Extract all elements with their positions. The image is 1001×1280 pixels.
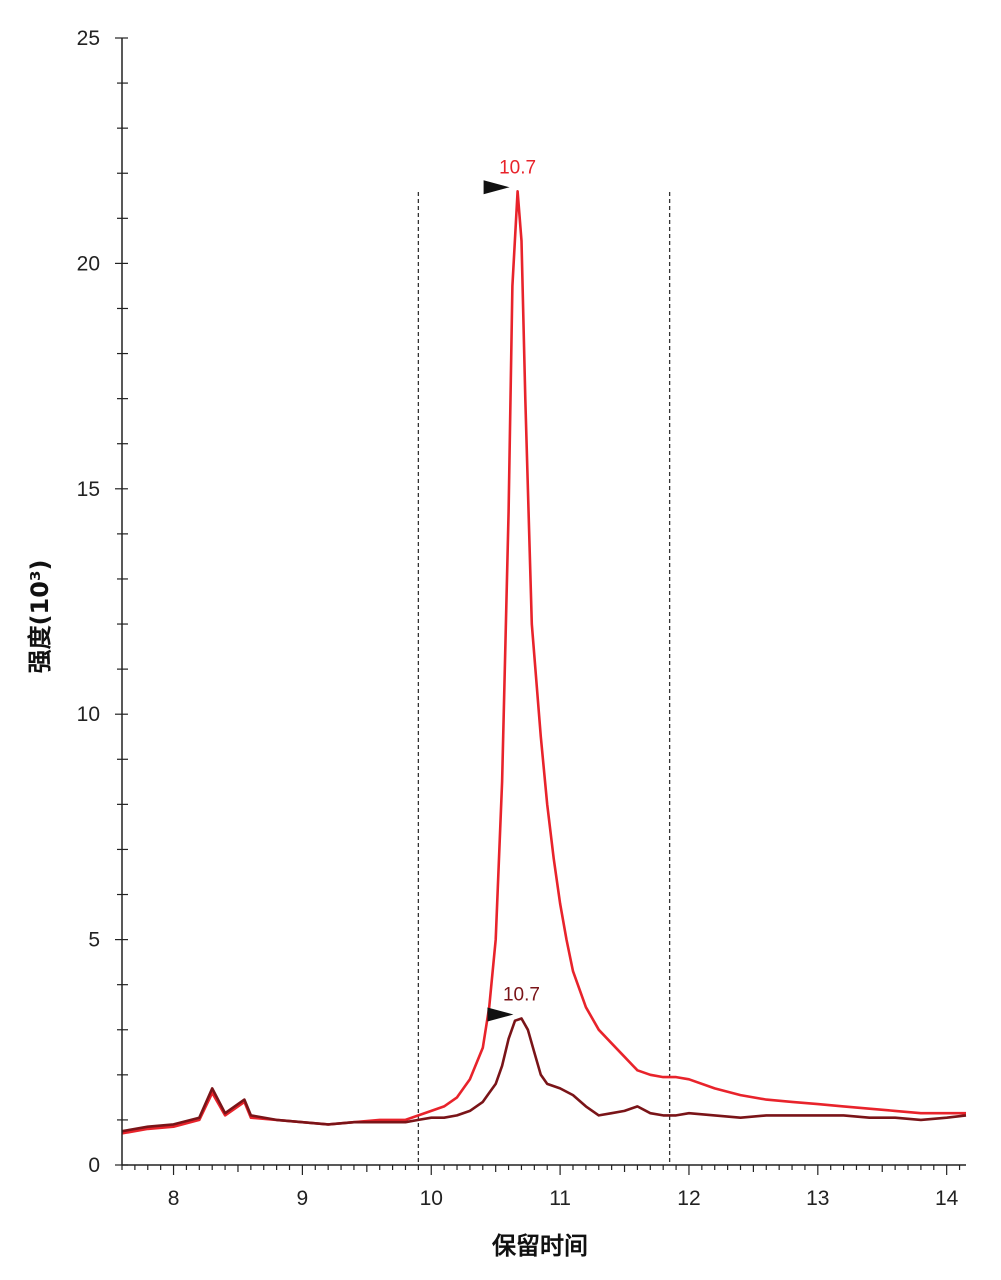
y-tick-label: 20 [77, 252, 100, 275]
peak-annotations: 10.7 10.7 [483, 157, 540, 1022]
peak-marker-2 [487, 1007, 514, 1022]
series-line-1 [121, 190, 966, 1135]
series-layer [121, 190, 967, 1135]
x-tick-label: 11 [549, 1187, 571, 1210]
x-tick-label: 8 [168, 1187, 180, 1210]
y-tick-label: 15 [77, 478, 100, 501]
y-axis-label: 强度(10³) [26, 560, 54, 674]
x-axis-label: 保留时间 [491, 1232, 588, 1260]
peak-marker-1 [483, 180, 510, 195]
peak-label-2: 10.7 [503, 984, 540, 1005]
x-tick-label: 9 [297, 1187, 309, 1210]
x-tick-label: 14 [935, 1187, 959, 1210]
y-tick-label: 5 [88, 929, 100, 952]
x-tick-label: 10 [420, 1187, 443, 1210]
y-tick-label: 10 [77, 703, 100, 726]
series-line-2 [121, 1017, 967, 1133]
axes-layer: 0 5 10 15 20 25 8 9 10 11 12 13 14 [77, 27, 966, 1210]
y-tick-label: 25 [77, 27, 100, 50]
x-tick-label: 12 [677, 1187, 700, 1210]
peak-label-1: 10.7 [499, 157, 536, 178]
integration-window-lines [417, 192, 671, 1165]
y-tick-label: 0 [88, 1154, 100, 1177]
x-tick-label: 13 [806, 1187, 829, 1210]
